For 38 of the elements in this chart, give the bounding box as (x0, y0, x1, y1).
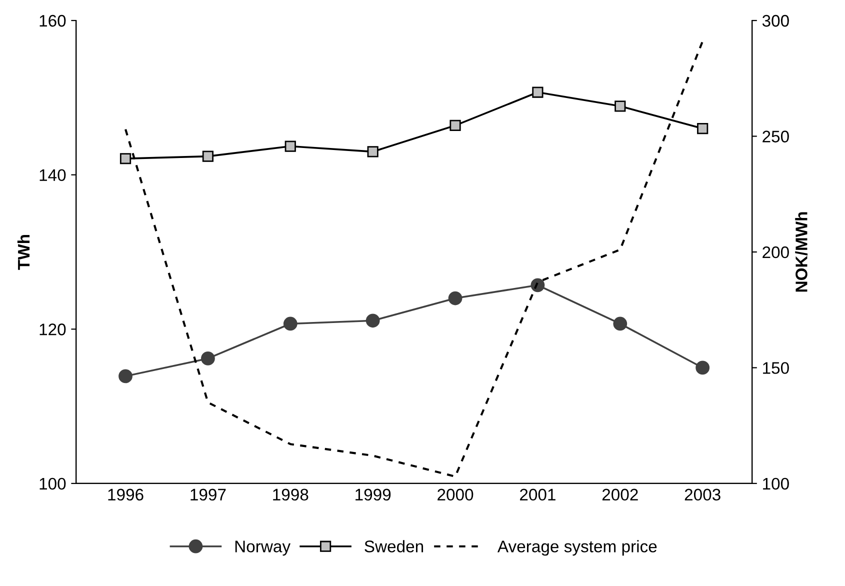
y-tick-label: 160 (40, 14, 66, 27)
legend-label: Norway (235, 540, 291, 556)
x-tick-label: 1999 (356, 488, 391, 501)
point (696, 360, 710, 375)
line-series (124, 40, 704, 478)
y-tick-label: 140 (40, 169, 66, 182)
point (614, 100, 626, 112)
legend-label: Average system price (497, 540, 657, 556)
x-tick-label: 1996 (108, 488, 144, 501)
x-tick-label: 2002 (602, 488, 638, 501)
point (120, 153, 132, 164)
y-axis-title: TWh (17, 234, 30, 270)
y2-tick-label: 300 (762, 14, 789, 27)
x-tick-label: 1998 (273, 488, 308, 501)
point (532, 86, 544, 98)
point (697, 122, 708, 134)
y-tick-label: 100 (40, 478, 66, 490)
x-tick-label: 2000 (438, 488, 474, 501)
legend-label: Sweden (364, 540, 424, 552)
point (613, 316, 628, 331)
x-tick-label: 1997 (190, 488, 226, 501)
point (283, 316, 298, 331)
y2-axis-title: NOK/MWh (795, 212, 808, 292)
point (366, 314, 380, 328)
point (202, 150, 214, 162)
x-tick-label: 2003 (684, 488, 720, 501)
y2-tick-label: 150 (763, 362, 789, 374)
y2-tick-label: 250 (762, 130, 789, 142)
point (284, 140, 296, 152)
y-tick-label: 120 (40, 324, 66, 336)
y2-tick-label: 100 (763, 478, 789, 490)
point (448, 291, 462, 306)
x-tick-label: 2001 (520, 488, 556, 501)
point (118, 369, 132, 384)
point (450, 120, 461, 131)
y2-tick-label: 200 (762, 246, 789, 258)
point (201, 352, 215, 366)
point (367, 146, 378, 158)
